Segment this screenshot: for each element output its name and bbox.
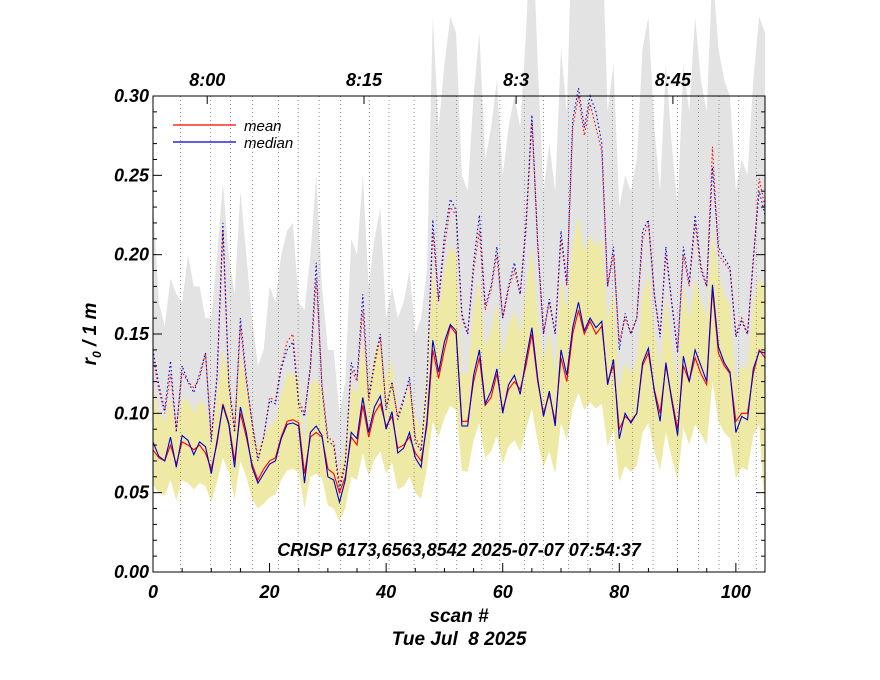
x-tick-label: 20 — [259, 582, 280, 602]
y-tick-label: 0.30 — [114, 86, 149, 106]
x-tick-label: 60 — [493, 582, 513, 602]
annotation-text: CRISP 6173,6563,8542 2025-07-07 07:54:37 — [277, 540, 642, 560]
x-axis-label: scan # — [429, 606, 489, 627]
top-time-axis: 8:00 8:15 8:3 8:45 — [189, 70, 692, 104]
legend-median-label: median — [244, 135, 293, 152]
y-tick-label: 0.00 — [114, 562, 149, 582]
y-axis-label-subscript: 0 — [90, 351, 104, 358]
series-layer — [153, 88, 765, 505]
y-tick-label: 0.10 — [114, 403, 149, 423]
x-tick-label: 100 — [721, 582, 751, 602]
median-line — [153, 284, 765, 505]
time-tick-label: 8:15 — [346, 70, 383, 90]
time-tick-label: 8:00 — [189, 70, 225, 90]
x-tick-label: 0 — [148, 582, 158, 602]
legend-mean-label: mean — [244, 118, 282, 135]
y-axis-label: r0 / 1 m — [80, 303, 104, 366]
y-tick-label: 0.05 — [114, 483, 150, 503]
x-tick-label: 40 — [375, 582, 396, 602]
y-tick-label: 0.15 — [114, 324, 150, 344]
time-tick-label: 8:3 — [503, 70, 529, 90]
dotted-vertical-gridlines — [179, 96, 757, 572]
legend: mean median — [173, 118, 293, 152]
x-axis-date-label: Tue Jul 8 2025 — [392, 629, 527, 650]
y-axis: 0.00 0.05 0.10 0.15 0.20 0.25 0.30 — [114, 86, 765, 582]
yellow-spread-band — [153, 215, 765, 522]
y-tick-label: 0.25 — [114, 165, 150, 185]
x-tick-label: 80 — [609, 582, 629, 602]
time-tick-label: 8:45 — [655, 70, 692, 90]
x-axis: 0 20 40 60 80 100 — [148, 563, 766, 602]
y-tick-label: 0.20 — [114, 245, 149, 265]
